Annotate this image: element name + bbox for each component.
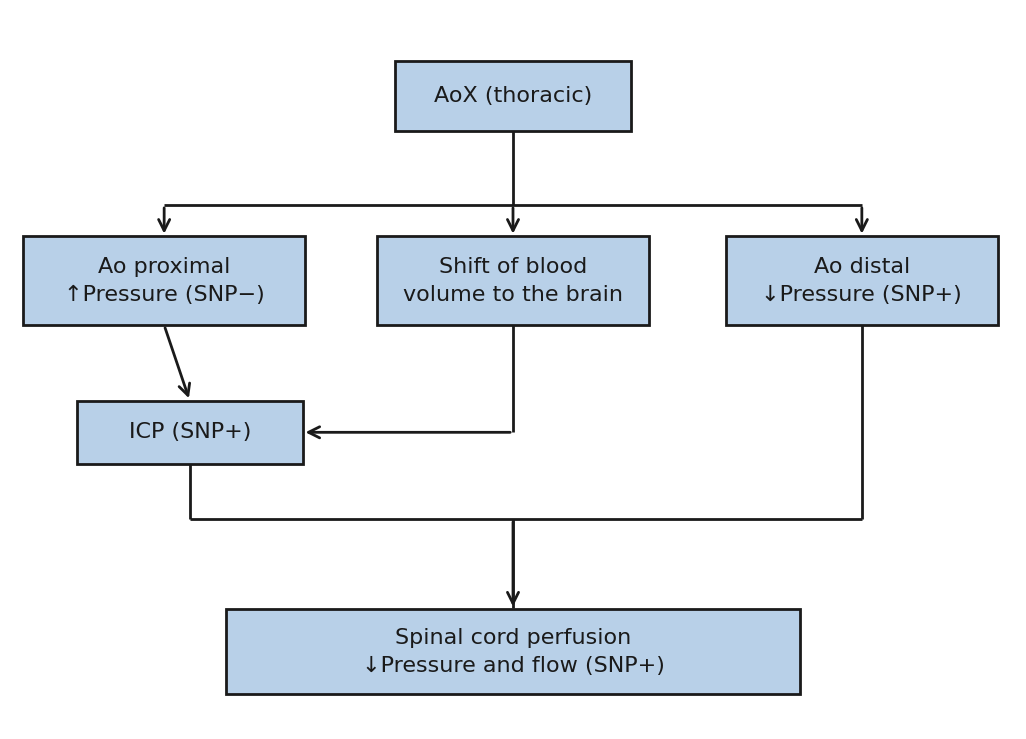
Text: Ao proximal
↑Pressure (SNP−): Ao proximal ↑Pressure (SNP−) (64, 257, 265, 304)
FancyBboxPatch shape (395, 61, 631, 132)
Text: Shift of blood
volume to the brain: Shift of blood volume to the brain (403, 257, 623, 304)
FancyBboxPatch shape (226, 609, 800, 695)
Text: Spinal cord perfusion
↓Pressure and flow (SNP+): Spinal cord perfusion ↓Pressure and flow… (361, 628, 665, 675)
Text: AoX (thoracic): AoX (thoracic) (434, 86, 592, 106)
FancyBboxPatch shape (77, 401, 303, 464)
FancyBboxPatch shape (725, 236, 997, 325)
FancyBboxPatch shape (378, 236, 649, 325)
FancyBboxPatch shape (23, 236, 306, 325)
Text: ICP (SNP+): ICP (SNP+) (128, 422, 251, 443)
Text: Ao distal
↓Pressure (SNP+): Ao distal ↓Pressure (SNP+) (761, 257, 962, 304)
